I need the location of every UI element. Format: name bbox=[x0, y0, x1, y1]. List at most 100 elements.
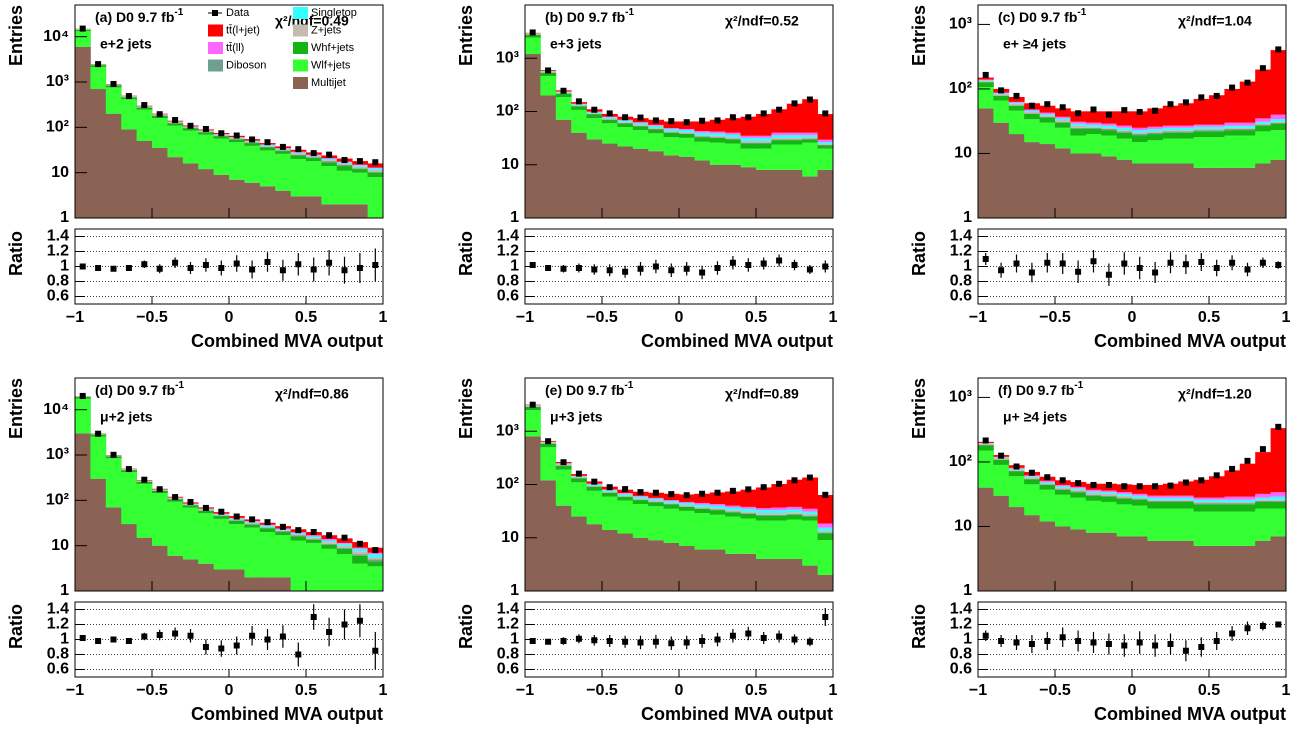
panel-label: (a) bbox=[95, 9, 112, 25]
histogram-bar bbox=[771, 507, 788, 511]
histogram-bar bbox=[352, 204, 368, 218]
ratio-point bbox=[187, 265, 194, 271]
y-tick-label: 10⁴ bbox=[43, 28, 69, 45]
histogram-bar bbox=[709, 505, 726, 509]
histogram-bar bbox=[259, 527, 276, 529]
ratio-point bbox=[1213, 638, 1220, 644]
x-tick-label: 1 bbox=[379, 309, 388, 326]
ratio-point bbox=[622, 268, 629, 275]
histogram-bar bbox=[786, 132, 803, 136]
histogram-bar bbox=[802, 508, 818, 512]
panel-title: (e) D0 9.7 fb-1 bbox=[545, 380, 634, 398]
data-point bbox=[606, 110, 613, 117]
histogram-bar bbox=[648, 502, 664, 507]
histogram-bar bbox=[306, 157, 322, 159]
histogram-bar bbox=[1024, 477, 1040, 479]
histogram-bar bbox=[1085, 153, 1102, 218]
data-point bbox=[156, 486, 163, 493]
histogram-bar bbox=[756, 520, 772, 559]
data-point bbox=[187, 498, 194, 505]
data-point bbox=[1075, 480, 1082, 487]
ratio-point bbox=[545, 265, 552, 271]
histogram-bar bbox=[1147, 126, 1164, 129]
histogram-bar bbox=[136, 483, 153, 538]
histogram-bar bbox=[694, 513, 711, 550]
ratio-point bbox=[218, 645, 225, 652]
y-tick-label: 1 bbox=[60, 209, 69, 226]
ratio-point bbox=[1275, 262, 1282, 268]
data-point bbox=[172, 117, 179, 124]
histogram-bar bbox=[229, 142, 245, 180]
luminosity-exponent: -1 bbox=[625, 7, 634, 18]
data-point bbox=[545, 67, 552, 74]
histogram-bar bbox=[306, 535, 322, 537]
x-tick-label: 0 bbox=[1128, 682, 1137, 699]
y-tick-label: 10² bbox=[949, 453, 972, 470]
x-tick-label: −0.5 bbox=[586, 682, 618, 699]
histogram-bar bbox=[694, 132, 711, 136]
histogram-bar bbox=[1162, 483, 1179, 496]
histogram-bar bbox=[993, 459, 1010, 460]
histogram-bar bbox=[555, 469, 572, 506]
histogram-bar bbox=[1209, 503, 1225, 505]
histogram-bar bbox=[336, 204, 353, 218]
data-point bbox=[141, 102, 148, 109]
histogram-bar bbox=[1193, 501, 1210, 504]
data-point bbox=[545, 438, 552, 445]
data-point bbox=[652, 117, 659, 124]
histogram-bar bbox=[679, 545, 695, 591]
legend-label: Multijet bbox=[311, 77, 346, 89]
histogram-bar bbox=[1209, 137, 1225, 168]
histogram-bar bbox=[1055, 108, 1071, 117]
histogram-bar bbox=[756, 137, 772, 141]
ratio-y-tick-label: 1.4 bbox=[47, 601, 69, 618]
data-point bbox=[1136, 108, 1143, 115]
histogram-bar bbox=[1101, 125, 1117, 128]
histogram-bar bbox=[290, 155, 307, 160]
histogram-bar bbox=[275, 190, 291, 218]
histogram-bar bbox=[648, 500, 664, 502]
ratio-point bbox=[295, 261, 302, 268]
histogram-bar bbox=[167, 157, 184, 218]
ratio-point bbox=[1013, 639, 1020, 646]
histogram-bar bbox=[1055, 121, 1071, 123]
histogram-bar bbox=[802, 515, 818, 517]
ratio-point bbox=[791, 262, 798, 268]
histogram-bar bbox=[213, 569, 230, 591]
y-tick-label: 10 bbox=[51, 537, 69, 554]
histogram-bar bbox=[306, 156, 322, 158]
ratio-y-tick-label: 1.2 bbox=[497, 243, 519, 260]
histogram-bar bbox=[1270, 496, 1287, 500]
histogram-bar bbox=[213, 136, 230, 139]
x-tick-label: −1 bbox=[516, 309, 534, 326]
histogram-bar bbox=[1008, 469, 1025, 471]
x-tick-label: 0.5 bbox=[295, 309, 317, 326]
histogram-bar bbox=[648, 125, 664, 128]
histogram-bar bbox=[694, 506, 711, 509]
ratio-y-axis-label: Ratio bbox=[6, 604, 26, 649]
histogram-bar bbox=[1270, 500, 1287, 502]
histogram-bar bbox=[182, 130, 199, 164]
histogram-bar bbox=[1178, 125, 1194, 128]
histogram-bar bbox=[90, 66, 107, 90]
histogram-bar bbox=[367, 559, 384, 562]
ratio-point bbox=[776, 257, 783, 264]
ratio-point bbox=[776, 633, 783, 640]
histogram-bar bbox=[679, 129, 695, 133]
data-point bbox=[341, 157, 348, 164]
histogram-bar bbox=[1008, 105, 1025, 111]
histogram-bar bbox=[1239, 130, 1256, 136]
histogram-bar bbox=[1147, 484, 1164, 496]
legend-label: tt̄(l+jet) bbox=[226, 24, 260, 36]
histogram-bar bbox=[725, 143, 741, 165]
ratio-y-tick-label: 1.2 bbox=[497, 616, 519, 633]
x-tick-label: 1 bbox=[829, 682, 838, 699]
ratio-point bbox=[125, 265, 132, 271]
histogram-bar bbox=[632, 122, 649, 123]
ratio-point bbox=[791, 636, 798, 643]
ratio-point bbox=[310, 614, 317, 620]
histogram-bar bbox=[290, 535, 307, 537]
histogram-bar bbox=[663, 504, 680, 509]
data-point bbox=[1028, 469, 1035, 476]
